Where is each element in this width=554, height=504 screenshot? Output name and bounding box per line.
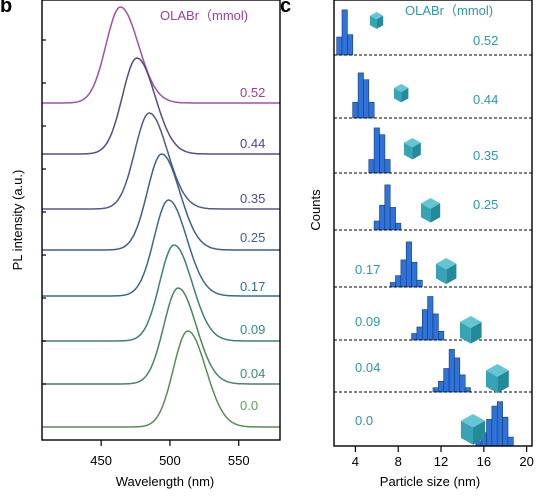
pl-series-label: 0.09 [240, 322, 265, 337]
histogram-bar [379, 134, 386, 174]
histogram-bar [432, 387, 439, 393]
pl-series-label: 0.52 [240, 85, 265, 100]
histogram-x-axis-label: Particle size (nm) [380, 474, 480, 489]
histogram-x-tick-label: 20 [519, 454, 533, 469]
histogram-bar [347, 34, 354, 56]
pl-curve [42, 112, 280, 210]
histogram-row-label: 0.44 [473, 92, 498, 107]
histogram-bar [389, 207, 396, 231]
histogram-x-tick-label: 8 [395, 454, 402, 469]
histogram-row-label: 0.09 [355, 314, 380, 329]
panel-label-b: b [0, 0, 12, 17]
histogram-bar [368, 101, 375, 119]
histogram-bar [443, 368, 450, 393]
histogram-row-label: 0.25 [473, 197, 498, 212]
pl-y-axis-label: PL intensity (a.u.) [10, 170, 25, 271]
histogram-x-ticks: 4 8 12 16 20 [352, 446, 534, 469]
histogram-bar [432, 313, 439, 341]
histogram-bar [384, 159, 391, 174]
histogram-bar [416, 326, 423, 341]
histogram-x-tick-label: 4 [352, 454, 359, 469]
pl-spectra-panel: 0.52 0.44 0.35 0.25 0.17 0.09 0.04 0.0 450 500 55… [10, 0, 281, 489]
nanocube-icon [370, 12, 384, 29]
pl-curves [42, 6, 280, 428]
histogram-row-label: 0.35 [473, 148, 498, 163]
histogram-bar [341, 9, 348, 56]
histogram-bar [416, 279, 423, 288]
histogram-rows: 0.52 0.44 0.35 0.25 0.17 0.09 0.04 0.0 [334, 9, 532, 447]
histogram-bar [507, 436, 514, 447]
histogram-bar [448, 349, 455, 393]
histogram-bar [438, 330, 445, 341]
histogram-bar [427, 296, 434, 341]
nanocube-icon [394, 84, 409, 103]
pl-x-ticks: 450 500 550 [90, 440, 250, 468]
histogram-bar [459, 374, 466, 393]
nanocube-icon [461, 414, 485, 445]
histogram-bar [411, 261, 418, 288]
nanocube-icon [436, 258, 457, 285]
histogram-bar [395, 222, 402, 231]
pl-curve [42, 57, 280, 155]
pl-legend-title: OLABr（mmol) [160, 8, 248, 23]
histogram-bar [352, 101, 359, 119]
histogram-plot-frame [333, 0, 533, 447]
histogram-x-tick-label: 12 [434, 454, 448, 469]
pl-series-label: 0.0 [240, 398, 258, 413]
pl-series-label: 0.25 [240, 230, 265, 245]
pl-curve [42, 244, 280, 342]
pl-x-tick-label: 450 [90, 453, 112, 468]
histogram-bar [400, 259, 407, 288]
histogram-legend-title: OLABr（mmol) [405, 3, 493, 18]
nanocube-icon [460, 316, 482, 344]
nanocube-icon [404, 138, 421, 160]
panel-label-c: c [280, 0, 291, 17]
histogram-bar [373, 127, 380, 174]
pl-curve [42, 6, 280, 104]
histogram-bar [502, 416, 509, 447]
pl-x-tick-label: 500 [159, 453, 181, 468]
histogram-row-label: 0.17 [355, 262, 380, 277]
pl-series-label: 0.04 [240, 366, 265, 381]
pl-x-tick-label: 550 [228, 453, 250, 468]
pl-curve [42, 199, 280, 297]
histogram-y-axis-label: Counts [308, 189, 323, 231]
histogram-bar [486, 419, 493, 447]
histogram-row-label: 0.52 [473, 33, 498, 48]
histogram-bar [389, 282, 396, 288]
pl-series-label: 0.35 [240, 191, 265, 206]
pl-series-labels: 0.52 0.44 0.35 0.25 0.17 0.09 0.04 0.0 [240, 85, 265, 413]
pl-curve [42, 330, 280, 428]
histogram-bar [411, 333, 418, 341]
pl-curve [42, 287, 280, 385]
histogram-bar [373, 220, 380, 231]
histogram-bar [395, 275, 402, 288]
histogram-bar [336, 36, 343, 56]
pl-x-axis-label: Wavelength (nm) [116, 474, 215, 489]
histogram-bar [357, 72, 364, 119]
nanocube-icon [421, 198, 441, 223]
histogram-bar [363, 79, 370, 119]
pl-series-label: 0.44 [240, 136, 265, 151]
histogram-bar [438, 380, 445, 393]
histogram-row-label: 0.04 [355, 360, 380, 375]
pl-plot-frame [41, 0, 281, 441]
histogram-bar [454, 357, 461, 393]
histogram-bar [405, 241, 412, 288]
histogram-bar [496, 401, 503, 447]
histogram-bar [379, 204, 386, 231]
pl-curve [42, 153, 280, 251]
size-histogram-panel: 0.52 0.44 0.35 0.25 0.17 0.09 0.04 0.0 4 8 12 16 20… [308, 0, 534, 489]
histogram-bar [464, 387, 471, 393]
histogram-bar [368, 159, 375, 174]
histogram-bar [384, 184, 391, 231]
pl-y-ticks [42, 39, 46, 385]
nanocube-icon [486, 364, 509, 394]
histogram-x-tick-label: 16 [477, 454, 491, 469]
pl-series-label: 0.17 [240, 279, 265, 294]
histogram-bar [491, 405, 498, 447]
histogram-row-label: 0.0 [355, 413, 373, 428]
histogram-bar [421, 309, 428, 341]
